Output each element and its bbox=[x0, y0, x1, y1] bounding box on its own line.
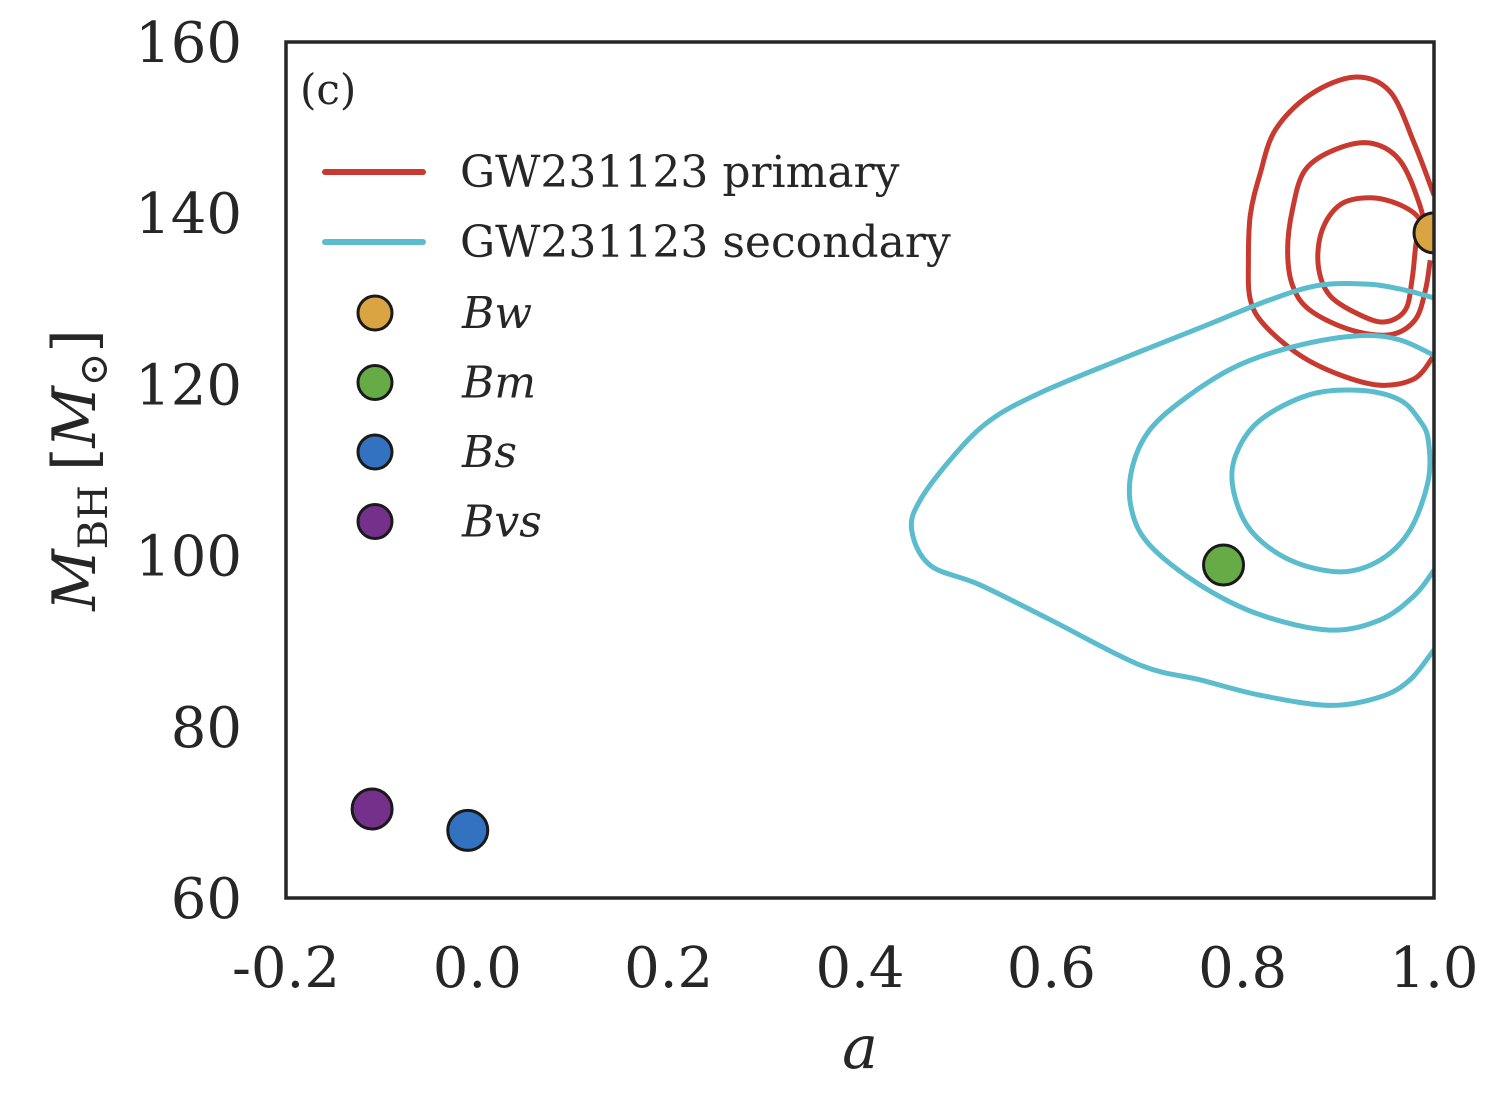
y-tick-label: 140 bbox=[135, 182, 242, 247]
x-tick-label: 0.0 bbox=[433, 936, 522, 1001]
contour-secondary-level-1 bbox=[908, 280, 1434, 708]
legend-marker-bvs bbox=[356, 503, 394, 540]
x-tick-label: 0.2 bbox=[624, 936, 713, 1001]
y-label-symbol: M bbox=[40, 548, 110, 612]
contour-primary-level-2 bbox=[1285, 140, 1433, 338]
panel-label: (c) bbox=[300, 65, 356, 114]
point-layer bbox=[350, 211, 1434, 852]
legend-marker-bs bbox=[356, 433, 394, 471]
point-bw bbox=[1412, 211, 1434, 255]
legend-label: Bw bbox=[461, 288, 532, 339]
x-tick-label: 1.0 bbox=[1389, 936, 1478, 1001]
x-tick-label: 0.8 bbox=[1198, 936, 1287, 1001]
x-tick-label: 0.6 bbox=[1007, 936, 1096, 1001]
legend-label: GW231123 secondary bbox=[460, 217, 951, 268]
legend-label: Bm bbox=[461, 358, 536, 409]
y-axis-label: MBH[M⊙] bbox=[40, 329, 117, 612]
point-bvs bbox=[350, 787, 394, 831]
contour-secondary-level-3 bbox=[1229, 387, 1433, 575]
legend-label: Bvs bbox=[461, 497, 542, 548]
x-axis-label: a bbox=[842, 1013, 878, 1083]
y-tick-label: 60 bbox=[171, 867, 242, 932]
contour-layer bbox=[908, 74, 1434, 708]
y-label-sub: BH bbox=[71, 485, 117, 549]
contour-primary-level-1 bbox=[1245, 74, 1434, 388]
y-tick-label: 100 bbox=[135, 525, 242, 590]
y-label-bracket-close: ] bbox=[40, 329, 110, 352]
x-tick-label: -0.2 bbox=[232, 936, 340, 1001]
tick-labels: -0.2 0.0 0.2 0.4 0.6 0.8 1.0 60 80 100 120 140 160 bbox=[135, 11, 1478, 1001]
contour-primary-level-3 bbox=[1315, 195, 1423, 325]
contour-secondary-level-2 bbox=[1126, 332, 1434, 633]
y-tick-label: 160 bbox=[135, 11, 242, 76]
legend-label: GW231123 primary bbox=[460, 147, 900, 198]
y-label-bracket-open: [ bbox=[40, 448, 110, 471]
legend-marker-bm bbox=[356, 364, 394, 401]
x-tick-label: 0.4 bbox=[815, 936, 904, 1001]
point-bs bbox=[446, 808, 490, 852]
y-label-unit-sub: ⊙ bbox=[71, 353, 117, 387]
legend-label: Bs bbox=[461, 427, 517, 478]
plot-frame bbox=[284, 40, 1436, 900]
y-label-unit-symbol: M bbox=[40, 385, 110, 449]
point-bm bbox=[1202, 543, 1246, 587]
legend-marker-bw bbox=[356, 294, 394, 332]
y-tick-label: 120 bbox=[135, 353, 242, 418]
y-tick-label: 80 bbox=[171, 696, 242, 761]
legend: GW231123 primary GW231123 secondary Bw Bm Bs… bbox=[322, 147, 951, 548]
